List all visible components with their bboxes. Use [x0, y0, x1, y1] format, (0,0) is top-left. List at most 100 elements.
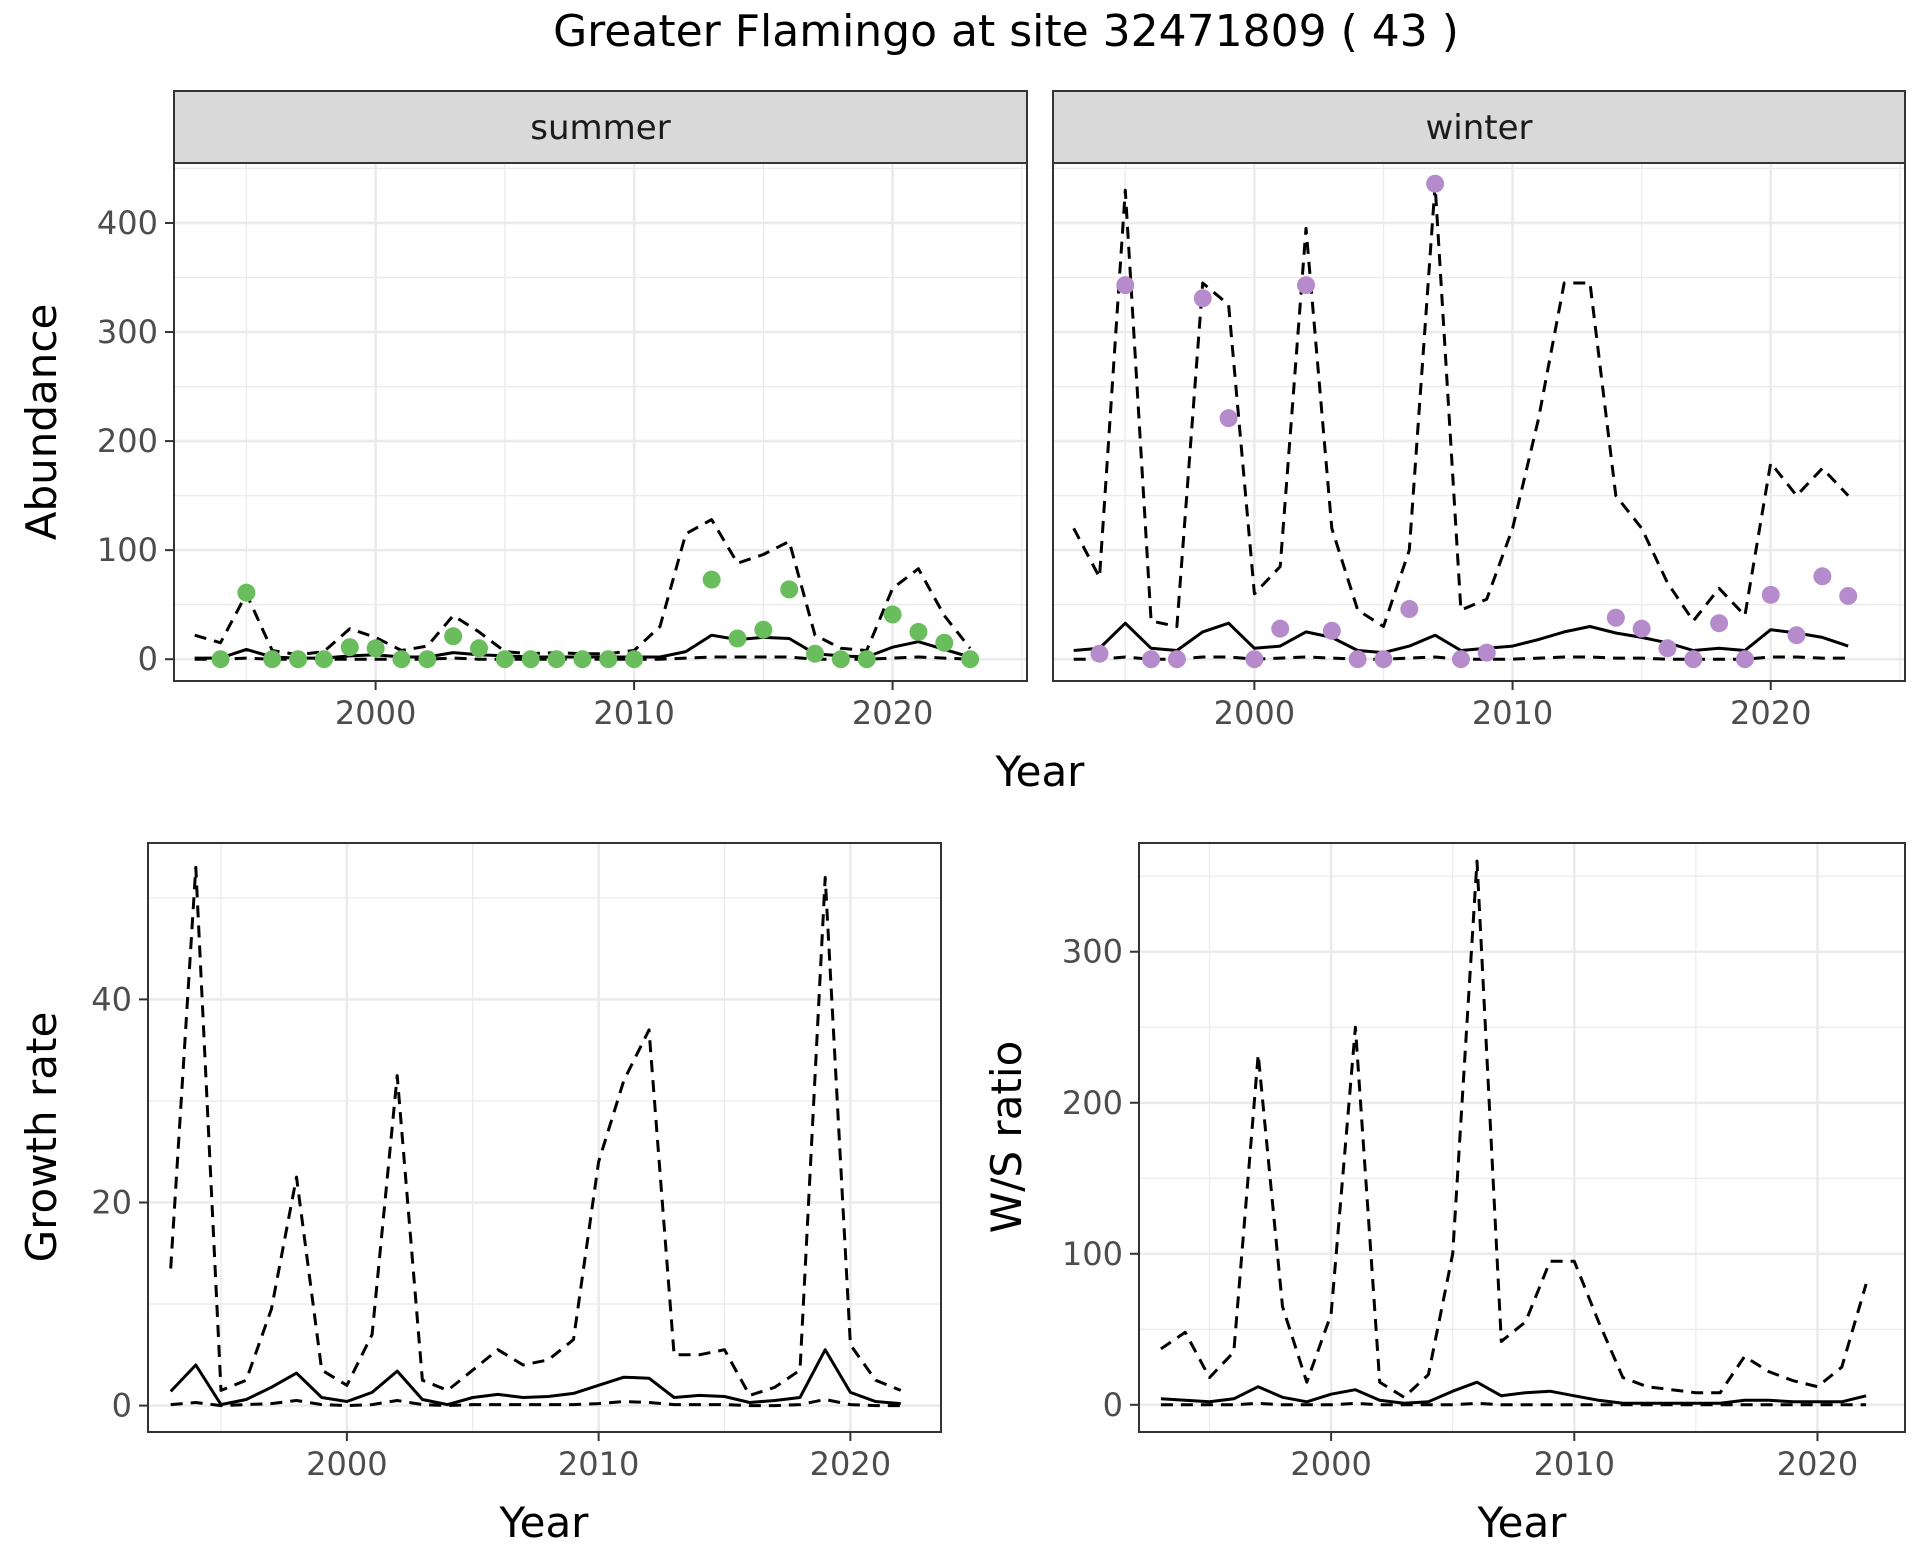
- data-point: [883, 605, 902, 624]
- data-point: [1684, 650, 1703, 669]
- data-point: [1632, 619, 1651, 638]
- data-point: [392, 650, 411, 669]
- x-tick-label: 2020: [1730, 694, 1811, 732]
- chart-title: Greater Flamingo at site 32471809 ( 43 ): [553, 6, 1459, 57]
- series-line-mean: [169, 1348, 901, 1407]
- y-tick-label: 20: [91, 1183, 132, 1221]
- data-point: [1451, 650, 1470, 669]
- y-tick-label: 100: [1062, 1235, 1123, 1273]
- y-tick-label: 400: [97, 204, 158, 242]
- data-point: [1219, 409, 1238, 428]
- data-point: [1761, 585, 1780, 604]
- panel-border: [147, 842, 942, 1433]
- data-point: [1322, 621, 1341, 640]
- series-line-upper: [194, 518, 972, 657]
- data-point: [1271, 619, 1290, 638]
- data-point: [1297, 276, 1316, 295]
- x-tick-label: 2020: [1777, 1445, 1858, 1483]
- data-point: [1658, 639, 1677, 658]
- data-point: [1348, 650, 1367, 669]
- facet-strip-label: winter: [1425, 108, 1532, 148]
- y-tick-label: 200: [97, 422, 158, 460]
- panel-summer: summer 2000 2010 2020 0 100 200 300 400 Abundance: [17, 90, 1028, 732]
- data-point: [1245, 650, 1264, 669]
- x-tick-label: 2010: [1472, 694, 1553, 732]
- data-point: [599, 650, 618, 669]
- series-line-mean: [1073, 621, 1849, 655]
- y-tick-label: 300: [97, 313, 158, 351]
- panel-border: [173, 162, 1028, 682]
- data-point: [1167, 650, 1186, 669]
- series-line-lower: [170, 1398, 901, 1408]
- y-tick-label: 0: [112, 1387, 132, 1425]
- data-point: [1374, 650, 1393, 669]
- x-tick-label: 2010: [593, 694, 674, 732]
- data-point: [1839, 586, 1858, 605]
- data-point: [289, 650, 308, 669]
- data-point: [1477, 643, 1496, 662]
- data-point: [935, 633, 954, 652]
- x-tick-label: 2000: [1290, 1445, 1371, 1483]
- facet-strip: [1052, 90, 1906, 164]
- data-point: [211, 650, 230, 669]
- facet-strip-label: summer: [530, 108, 670, 148]
- data-point: [754, 620, 773, 639]
- data-point: [1193, 289, 1212, 308]
- y-tick-label: 100: [97, 531, 158, 569]
- y-axis-title: Growth rate: [17, 1012, 66, 1263]
- panel-border: [1138, 842, 1906, 1433]
- series-line-mean: [1160, 1380, 1867, 1405]
- data-point: [728, 629, 747, 648]
- x-tick-label: 2020: [852, 694, 933, 732]
- y-tick-label: 300: [1062, 933, 1123, 971]
- data-point: [1426, 174, 1445, 193]
- y-tick-label: 40: [91, 980, 132, 1018]
- x-tick-label: 2010: [1534, 1445, 1615, 1483]
- y-axis-title: Abundance: [17, 304, 66, 541]
- x-axis-title: Year: [499, 1498, 590, 1547]
- data-point: [314, 650, 333, 669]
- y-axis-title: W/S ratio: [982, 1041, 1031, 1234]
- data-point: [780, 580, 799, 599]
- data-point: [1735, 650, 1754, 669]
- top-x-axis-title: Year: [995, 747, 1086, 796]
- x-tick-label: 2020: [810, 1445, 891, 1483]
- data-point: [547, 650, 566, 669]
- data-point: [573, 650, 592, 669]
- data-point: [521, 650, 540, 669]
- series-line-upper: [169, 865, 902, 1397]
- x-tick-label: 2000: [335, 694, 416, 732]
- x-tick-label: 2000: [306, 1445, 387, 1483]
- data-point: [1813, 567, 1832, 586]
- data-point: [444, 627, 463, 646]
- x-tick-label: 2010: [558, 1445, 639, 1483]
- y-tick-label: 0: [1103, 1386, 1123, 1424]
- y-tick-label: 200: [1062, 1084, 1123, 1122]
- data-point: [961, 650, 980, 669]
- data-point: [1606, 608, 1625, 627]
- y-tick-label: 0: [138, 640, 158, 678]
- panel-border: [1052, 162, 1906, 682]
- data-point: [1090, 644, 1109, 663]
- data-point: [470, 639, 489, 658]
- data-point: [366, 639, 385, 658]
- data-point: [263, 650, 282, 669]
- data-point: [806, 644, 825, 663]
- data-point: [1400, 600, 1419, 619]
- series-line-lower: [1160, 1401, 1867, 1407]
- data-point: [418, 650, 437, 669]
- panel-ws_ratio: 2000 2010 2020 0 100 200 300 Year W/S ratio: [982, 842, 1906, 1547]
- facet-strip: [173, 90, 1028, 164]
- data-point: [831, 650, 850, 669]
- series-line-upper: [1072, 183, 1850, 628]
- panel-growth: 2000 2010 2020 0 20 40 Year Growth rate: [17, 842, 942, 1547]
- data-point: [1116, 276, 1135, 295]
- data-point: [1787, 626, 1806, 645]
- x-tick-label: 2000: [1214, 694, 1295, 732]
- x-axis-title: Year: [1477, 1498, 1568, 1547]
- data-point: [1142, 650, 1161, 669]
- data-point: [1710, 614, 1729, 633]
- data-point: [702, 570, 721, 589]
- data-point: [625, 650, 644, 669]
